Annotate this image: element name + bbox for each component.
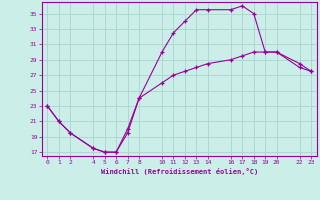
X-axis label: Windchill (Refroidissement éolien,°C): Windchill (Refroidissement éolien,°C): [100, 168, 258, 175]
